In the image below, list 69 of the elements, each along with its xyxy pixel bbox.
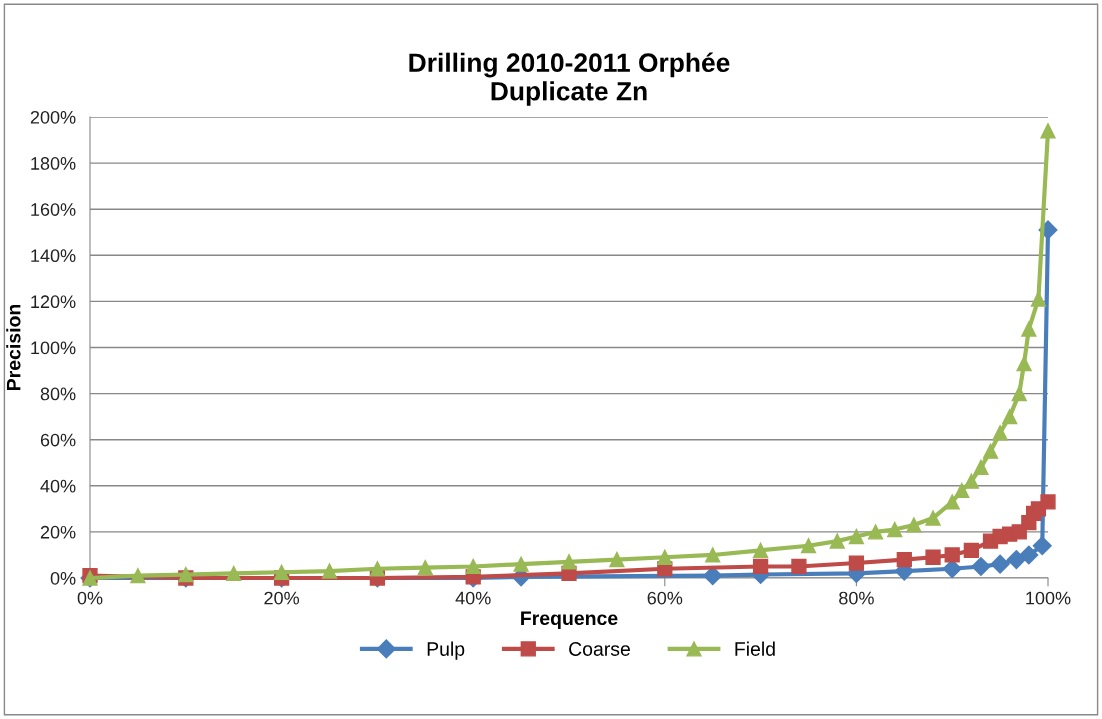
point bbox=[752, 558, 769, 575]
y-tick-label: 80% bbox=[40, 387, 76, 401]
x-tick-label: 20% bbox=[264, 591, 300, 605]
point bbox=[829, 533, 845, 549]
point bbox=[963, 473, 979, 489]
y-tick-label: 160% bbox=[31, 203, 76, 216]
point bbox=[273, 564, 290, 580]
point bbox=[178, 566, 194, 583]
legend-label: Coarse bbox=[569, 642, 630, 656]
point bbox=[791, 558, 807, 575]
point bbox=[971, 556, 991, 577]
y-axis-title: Precision bbox=[6, 304, 21, 390]
point bbox=[848, 555, 865, 571]
point bbox=[982, 443, 999, 459]
point bbox=[1002, 409, 1018, 425]
y-tick-label: 100% bbox=[31, 341, 76, 355]
point bbox=[925, 549, 941, 565]
x-axis-title: Frequence bbox=[521, 611, 618, 629]
point bbox=[465, 558, 481, 575]
point bbox=[848, 528, 865, 545]
point bbox=[417, 559, 433, 576]
point bbox=[705, 547, 721, 563]
y-tick-label: 180% bbox=[31, 157, 76, 170]
point bbox=[369, 561, 386, 577]
y-tick-label: 20% bbox=[40, 525, 76, 539]
legend-label: Pulp bbox=[427, 641, 465, 660]
y-tick-label: 0% bbox=[50, 571, 76, 585]
point bbox=[321, 563, 338, 579]
point bbox=[963, 542, 979, 558]
point bbox=[1040, 494, 1056, 510]
point bbox=[1011, 385, 1027, 402]
y-tick-label: 60% bbox=[40, 433, 76, 447]
y-tick-label: 40% bbox=[40, 479, 76, 493]
point bbox=[944, 547, 960, 563]
point bbox=[657, 549, 673, 565]
point bbox=[609, 551, 625, 568]
y-tick-label: 200% bbox=[30, 110, 76, 124]
point bbox=[1032, 536, 1052, 556]
point bbox=[561, 554, 577, 570]
point bbox=[226, 565, 242, 582]
x-tick-label: 60% bbox=[647, 591, 683, 605]
point bbox=[130, 568, 146, 584]
point bbox=[973, 459, 989, 475]
x-tick-label: 40% bbox=[455, 591, 491, 605]
point bbox=[800, 538, 817, 554]
point bbox=[752, 542, 769, 558]
point bbox=[992, 425, 1008, 441]
point bbox=[925, 510, 941, 526]
point bbox=[887, 521, 903, 538]
point bbox=[867, 524, 884, 540]
point bbox=[954, 482, 970, 499]
legend-label: Field bbox=[735, 641, 775, 656]
point bbox=[990, 554, 1010, 574]
point bbox=[1021, 321, 1037, 337]
x-tick-label: 0% bbox=[77, 591, 103, 605]
chart-title: Drilling 2010-2011 Orphée Duplicate Zn bbox=[409, 52, 730, 106]
y-tick-label: 140% bbox=[31, 249, 76, 263]
point bbox=[1016, 355, 1032, 372]
x-tick-label: 80% bbox=[839, 591, 874, 605]
point bbox=[1040, 123, 1056, 139]
point bbox=[1006, 550, 1026, 570]
point bbox=[1019, 545, 1039, 565]
point bbox=[906, 517, 922, 533]
x-tick-label: 100% bbox=[1026, 591, 1071, 605]
point bbox=[513, 556, 529, 572]
point bbox=[896, 551, 912, 568]
y-tick-label: 120% bbox=[31, 295, 76, 309]
point bbox=[1030, 291, 1047, 307]
point bbox=[944, 494, 960, 510]
